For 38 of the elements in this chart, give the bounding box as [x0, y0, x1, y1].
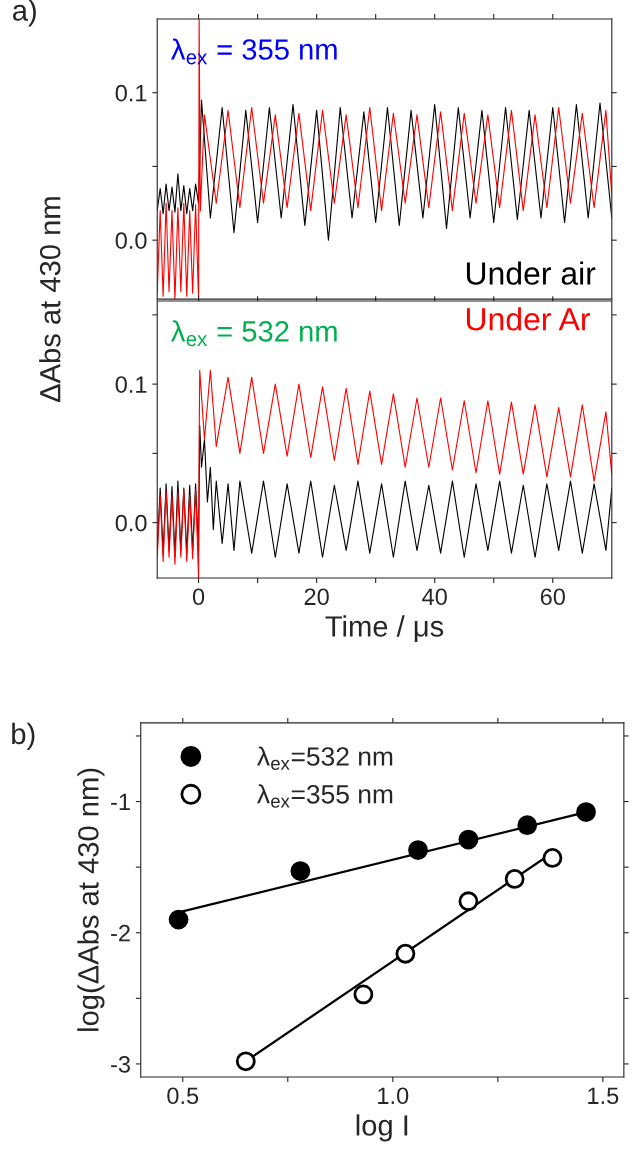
- point: [542, 848, 563, 868]
- x-tick-label: 1.5: [588, 1087, 619, 1105]
- point: [235, 1051, 256, 1072]
- y-tick-label: 0.1: [115, 84, 147, 102]
- x-axis-title: Time / μs: [325, 615, 444, 643]
- point: [408, 840, 428, 860]
- chart-title: b): [12, 722, 35, 751]
- y-axis-title: log(ΔAbs at 430 nm): [77, 768, 105, 1031]
- x-tick-label: 1.0: [378, 1087, 409, 1105]
- point: [504, 869, 525, 889]
- legend-label: λ$_{ex}$=532 nm: [257, 746, 393, 770]
- x-tick-label: 0: [192, 588, 205, 606]
- point: [290, 861, 311, 881]
- y-axis-title: ΔAbs at 430 nm: [39, 197, 61, 403]
- y-tick-label: 0.0: [115, 232, 147, 249]
- y-tick-label: -1: [111, 793, 130, 811]
- line-series: [157, 99, 612, 241]
- x-tick-label: 60: [540, 588, 565, 606]
- annotation: λ$_{ex}$ = 532 nm: [171, 320, 337, 347]
- x-tick-label: 20: [304, 588, 329, 606]
- y-tick-label: 0.1: [115, 376, 147, 393]
- y-tick-label: 0.0: [115, 514, 147, 532]
- x-tick-label: 0.5: [167, 1087, 199, 1105]
- point: [353, 984, 374, 1005]
- series-label: Under air: [466, 261, 596, 285]
- x-axis-title: log I: [356, 1114, 408, 1142]
- point: [458, 891, 479, 912]
- point: [458, 829, 479, 850]
- point: [168, 909, 189, 930]
- point: [576, 802, 596, 822]
- chart-title: a): [13, 0, 36, 27]
- legend-label: λ$_{ex}$=355 nm: [257, 784, 393, 808]
- point: [395, 943, 416, 964]
- text: Under Ar: [466, 307, 590, 331]
- y-tick-label: -2: [111, 924, 130, 942]
- x-tick-label: 40: [422, 588, 447, 606]
- y-tick-label: -3: [111, 1056, 130, 1073]
- point: [517, 815, 538, 836]
